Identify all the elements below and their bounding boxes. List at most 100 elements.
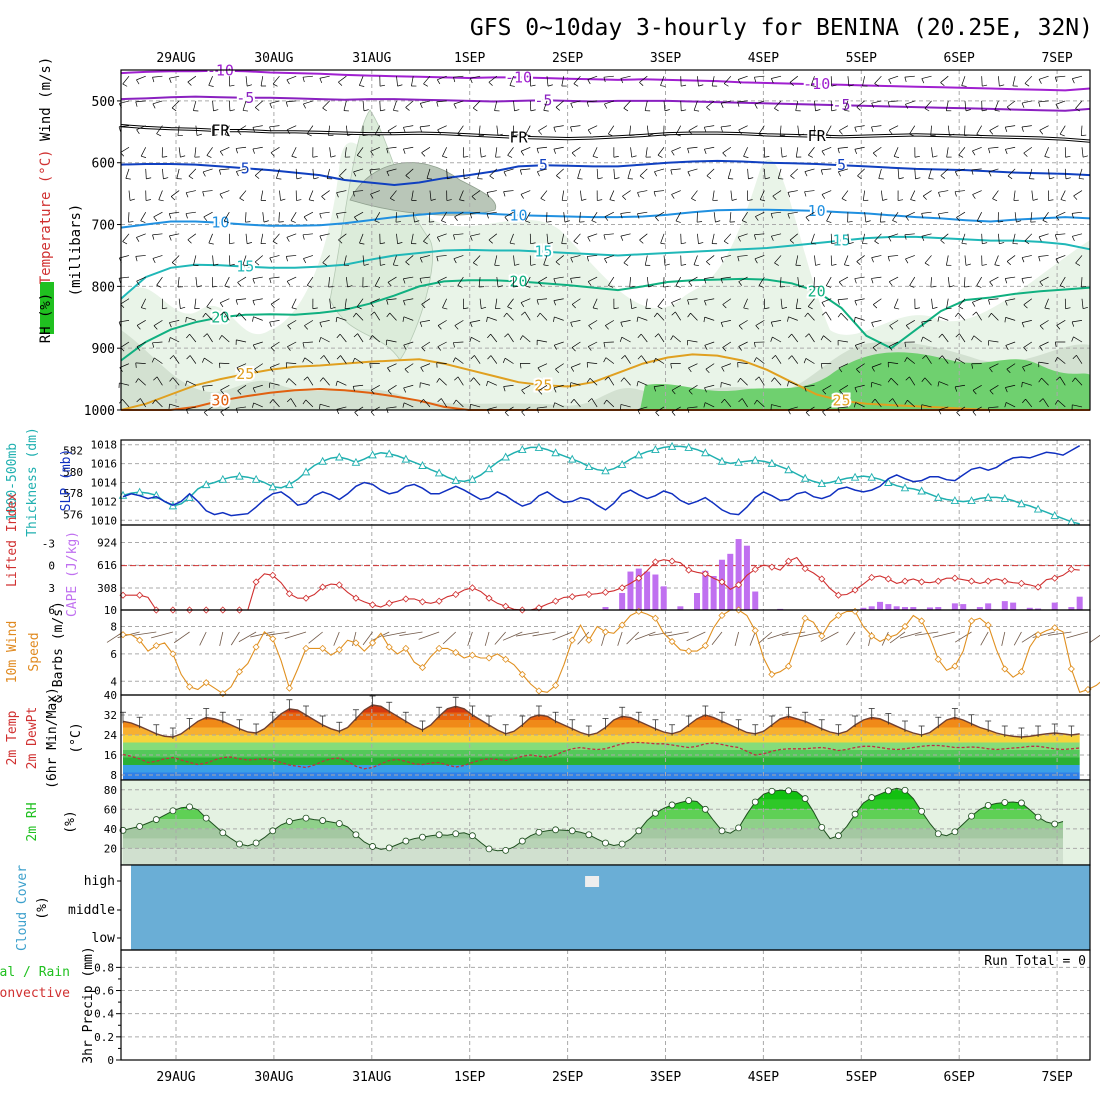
wind-barb: [169, 75, 180, 79]
rh-point: [1051, 820, 1059, 828]
li-point: [535, 604, 543, 612]
wind-barb: [810, 233, 815, 244]
wind-barb-flag: [1021, 278, 1024, 284]
surface-wind-barb: [781, 631, 806, 636]
wind-barb: [924, 100, 932, 109]
wind-barb: [771, 211, 782, 214]
top-day-label: 6SEP: [944, 51, 975, 66]
wind-barb-flag: [687, 148, 690, 154]
wind-barb: [973, 335, 982, 343]
wind-barb-flag: [798, 285, 804, 288]
wind-barb: [771, 75, 782, 79]
wind-barb-flag: [928, 178, 934, 180]
wind-barb: [704, 276, 715, 279]
wind-barb-flag: [703, 278, 707, 284]
cape-bar: [910, 607, 917, 610]
wind-barb: [403, 298, 414, 301]
wind-barb: [789, 75, 798, 83]
wind-barb-flag: [1049, 177, 1055, 180]
wind-barb-flag: [290, 220, 296, 223]
wind-barb-flag: [614, 177, 620, 180]
rh-point: [1034, 813, 1042, 821]
thickness-point: [551, 448, 560, 457]
wind-barb-flag: [921, 236, 925, 241]
wind-barb: [940, 233, 949, 241]
wind-barb-flag: [778, 178, 784, 180]
wind-barb-flag: [570, 399, 575, 404]
wind-barb-flag: [206, 306, 212, 310]
wind-barb: [889, 125, 899, 131]
wind-barb: [254, 168, 263, 176]
li-point: [635, 574, 643, 582]
wind-barb-flag: [1021, 382, 1023, 388]
li-point: [701, 570, 709, 578]
wind-barb: [826, 125, 832, 135]
wind-barb: [646, 125, 649, 136]
wind-barb: [1005, 276, 1016, 279]
wind-barb-flag: [453, 342, 455, 348]
surface-wind-barb: [914, 631, 939, 636]
wind-barb-flag: [354, 412, 359, 417]
wind-barb: [1025, 398, 1033, 408]
wind-barb: [821, 168, 832, 171]
wind-barb: [998, 233, 1000, 244]
thickness-point: [617, 459, 627, 468]
wind-barb: [1038, 255, 1049, 257]
wind-barb: [135, 255, 146, 257]
wind-barb: [1055, 255, 1066, 260]
wind-barb-flag: [1055, 104, 1059, 109]
axis-title-part: CAPE (J/kg): [65, 531, 80, 617]
wind-barb: [837, 406, 848, 409]
wind-barb-flag: [219, 302, 224, 308]
wind-barb: [389, 312, 397, 321]
wind-point: [335, 646, 343, 654]
isotherm-label: -5: [534, 91, 552, 109]
li-axis-title: Lifted Index: [5, 493, 20, 587]
wind-barb-flag: [1038, 377, 1042, 383]
wind-barb: [286, 276, 297, 282]
li-point: [1067, 565, 1075, 573]
wind-barb: [924, 255, 932, 264]
wind-barb: [972, 146, 982, 152]
li-point: [984, 577, 992, 585]
wind-barb-flag: [286, 129, 291, 135]
wind-barb-flag: [370, 311, 375, 316]
wind-barb: [603, 75, 614, 78]
thickness-point: [1033, 504, 1043, 513]
wind-barb-flag: [336, 333, 341, 339]
wind-barb: [303, 100, 314, 105]
wind-barb-flag: [587, 79, 591, 85]
wind-barb-flag: [822, 390, 827, 395]
wind-barb: [772, 336, 782, 343]
wind-barb-flag: [637, 333, 642, 339]
wind-barb-flag: [252, 316, 254, 322]
wind-barb: [938, 190, 949, 193]
wind-barb-flag: [976, 133, 982, 137]
wind-barb: [488, 75, 498, 83]
wind-barb: [1038, 75, 1049, 80]
wind-barb-flag: [470, 377, 474, 382]
wind-barb-flag: [402, 316, 405, 322]
wind-barb-flag: [754, 399, 758, 405]
precip-tick-label: 0.8: [94, 961, 114, 974]
wind-barb-flag: [296, 199, 302, 201]
wind-barb: [474, 355, 481, 364]
wind-point: [435, 644, 443, 652]
thickness-point: [900, 483, 910, 492]
thickness-point: [834, 475, 843, 484]
wind-barb: [203, 211, 213, 218]
wind-barb-flag: [304, 325, 308, 330]
isotherm-label: -5: [833, 96, 851, 114]
wind-barb-flag: [145, 199, 151, 201]
wind-barb: [429, 190, 432, 201]
wind-barb-flag: [186, 355, 191, 360]
wind-barb: [972, 190, 982, 195]
wind-barb: [136, 125, 146, 130]
cape-bar: [877, 601, 884, 610]
wind-barb-flag: [848, 84, 854, 87]
wind-point: [235, 668, 244, 676]
rh-legend-swatch: [40, 282, 54, 334]
wind-barb: [888, 233, 899, 238]
wind-barb-flag: [854, 345, 859, 350]
surface-wind-barb: [308, 631, 323, 644]
